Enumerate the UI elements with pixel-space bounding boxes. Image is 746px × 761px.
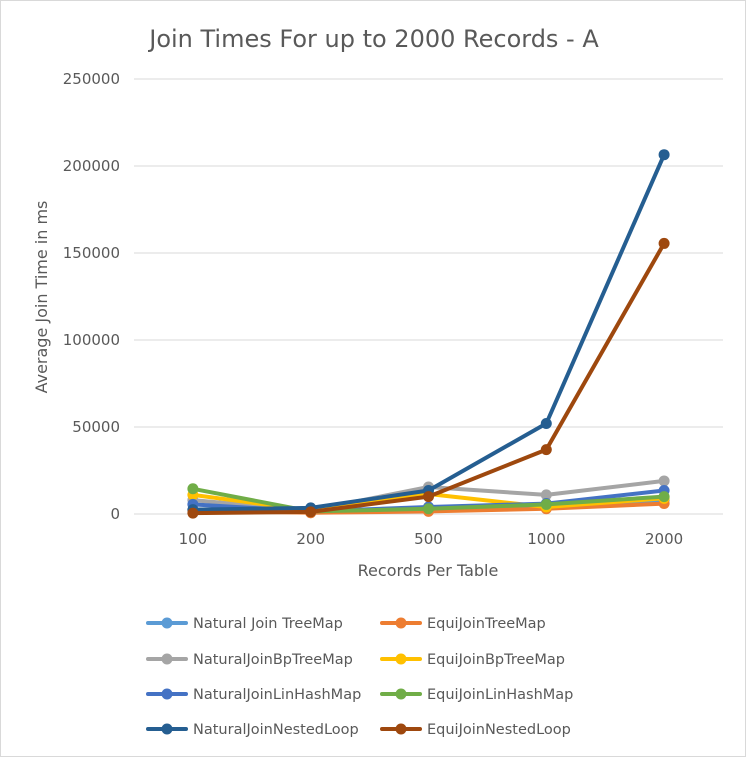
data-point: [187, 483, 199, 495]
y-axis-title: Average Join Time in ms: [32, 201, 51, 394]
legend-item: EquiJoinBpTreeMap: [380, 652, 565, 668]
data-point: [540, 418, 552, 430]
data-point: [658, 237, 670, 249]
gridlines: [134, 78, 723, 515]
legend-item: NaturalJoinBpTreeMap: [146, 652, 353, 668]
legend-marker: [395, 688, 407, 700]
data-point: [423, 491, 434, 503]
x-axis-ticks: 100 200 500 1000 2000: [179, 530, 684, 548]
legend-label: NaturalJoinLinHashMap: [193, 687, 361, 703]
legend-marker: [395, 617, 407, 629]
legend-marker: [161, 617, 173, 629]
legend-label: NaturalJoinNestedLoop: [193, 722, 359, 738]
data-point: [658, 491, 670, 503]
data-point: [305, 506, 317, 518]
data-point: [540, 444, 552, 456]
data-point: [423, 503, 434, 515]
legend-marker: [395, 723, 407, 735]
x-tick-label: 500: [414, 530, 443, 548]
y-axis-ticks: 0 50000 100000 150000 200000 250000: [63, 70, 120, 523]
x-tick-label: 1000: [527, 530, 565, 548]
x-tick-label: 200: [296, 530, 325, 548]
legend-label: EquiJoinLinHashMap: [427, 687, 573, 703]
legend-item: Natural Join TreeMap: [146, 616, 343, 632]
legend-label: EquiJoinTreeMap: [427, 616, 546, 632]
legend-marker: [395, 653, 407, 665]
x-tick-label: 100: [179, 530, 208, 548]
legend-marker: [161, 723, 173, 735]
y-tick-label: 200000: [63, 157, 120, 175]
y-tick-label: 250000: [63, 70, 120, 88]
legend-label: EquiJoinBpTreeMap: [427, 652, 565, 668]
legend-label: EquiJoinNestedLoop: [427, 722, 571, 738]
x-tick-label: 2000: [645, 530, 683, 548]
legend: Natural Join TreeMap EquiJoinTreeMap Natur…: [146, 616, 573, 738]
series-line: [190, 152, 667, 512]
legend-item: NaturalJoinNestedLoop: [146, 722, 359, 738]
data-point: [658, 475, 670, 487]
data-point: [540, 498, 552, 510]
series-7: [187, 237, 670, 519]
series-line: [190, 241, 667, 516]
legend-item: NaturalJoinLinHashMap: [146, 687, 361, 703]
data-point: [658, 149, 670, 161]
legend-item: EquiJoinTreeMap: [380, 616, 546, 632]
legend-marker: [161, 688, 173, 700]
legend-marker: [161, 653, 173, 665]
y-tick-label: 0: [110, 505, 120, 523]
chart-title: Join Times For up to 2000 Records - A: [147, 25, 599, 53]
legend-label: NaturalJoinBpTreeMap: [193, 652, 353, 668]
series-6: [187, 149, 670, 516]
series-lines: [187, 149, 670, 519]
data-point: [187, 507, 199, 519]
y-tick-label: 50000: [72, 418, 120, 436]
y-tick-label: 150000: [63, 244, 120, 262]
x-axis-title: Records Per Table: [358, 561, 499, 580]
legend-item: EquiJoinNestedLoop: [380, 722, 571, 738]
legend-label: Natural Join TreeMap: [193, 616, 343, 632]
y-tick-label: 100000: [63, 331, 120, 349]
data-point: [540, 489, 552, 501]
legend-item: EquiJoinLinHashMap: [380, 687, 573, 703]
